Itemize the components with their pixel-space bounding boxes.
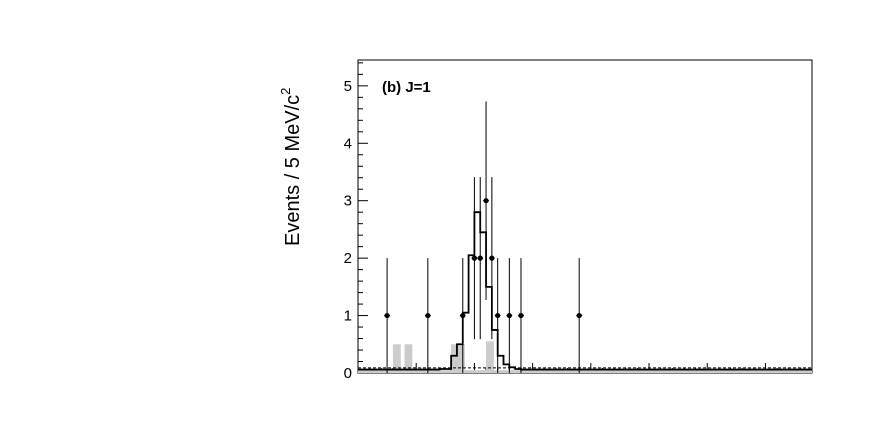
axes: 0 1 2 3 4 5	[344, 59, 813, 382]
background-bar	[392, 344, 401, 373]
y-tick-label: 5	[344, 78, 352, 95]
data-point	[483, 198, 489, 204]
background-bar	[404, 344, 413, 373]
y-tick-label: 3	[344, 193, 352, 210]
data-point	[518, 312, 524, 319]
background-histogram	[358, 341, 812, 373]
background-flat	[358, 370, 812, 373]
y-tick-label: 4	[344, 135, 352, 152]
y-axis-label-superscript: 2	[278, 88, 293, 95]
data-point	[477, 255, 483, 261]
data-points	[384, 101, 583, 373]
data-point	[460, 312, 466, 319]
plot-frame	[357, 59, 813, 374]
data-point	[489, 255, 495, 261]
data-point	[506, 312, 512, 319]
background-bar	[456, 344, 465, 373]
y-tick-label: 0	[344, 365, 352, 382]
data-point	[384, 312, 390, 319]
y-tick-label: 1	[344, 308, 352, 325]
y-axis-label: Events / 5 MeV/c2	[278, 88, 304, 246]
y-axis-label-main: Events / 5 MeV/c	[282, 95, 304, 246]
data-point	[471, 255, 478, 261]
data-point	[495, 312, 501, 319]
background-bar	[486, 341, 494, 373]
y-tick-label: 2	[344, 250, 352, 267]
background-bar	[451, 344, 459, 373]
fit-step-line	[358, 211, 812, 371]
panel-label: (b) J=1	[382, 79, 431, 96]
data-point	[425, 312, 431, 319]
data-point	[576, 312, 582, 319]
fit-curve	[358, 211, 812, 371]
